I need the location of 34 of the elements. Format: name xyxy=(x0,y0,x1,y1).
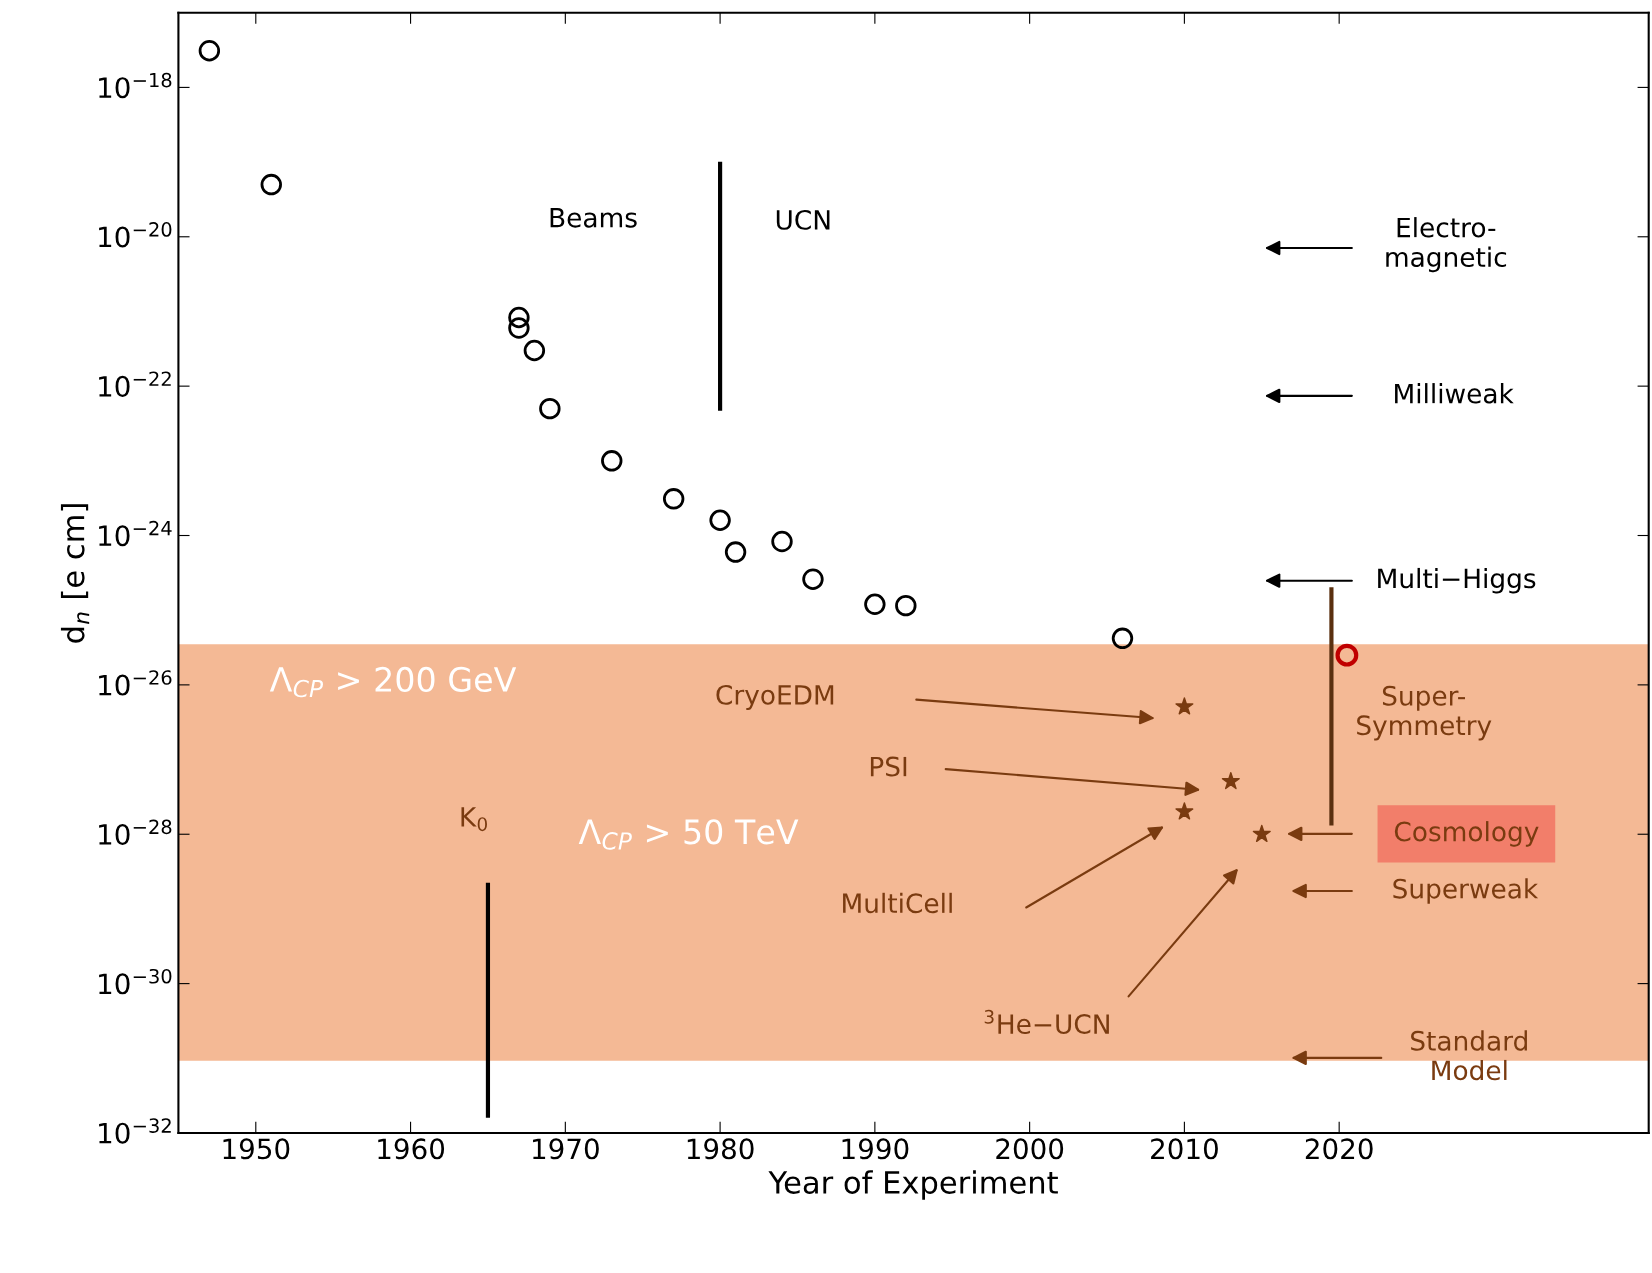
annotation: Λ$_{CP}$ > 50 TeV xyxy=(578,819,799,850)
x-tick-label: 1970 xyxy=(533,1138,599,1160)
annotation: Electro- magnetic xyxy=(1386,217,1507,273)
annotation: Cosmology xyxy=(1394,821,1539,847)
x-tick-label: 1980 xyxy=(687,1138,754,1160)
x-tick-label: 1960 xyxy=(378,1138,445,1160)
y-tick-label: 10$^{−22}$ xyxy=(99,371,171,397)
x-tick-label: 2020 xyxy=(1305,1138,1373,1160)
annotation: Standard Model xyxy=(1411,1030,1527,1081)
y-axis-title: d$_{n}$ [e cm] xyxy=(60,504,90,643)
annotation: Superweak xyxy=(1393,878,1539,904)
annotation: K$_{0}$ xyxy=(461,807,487,832)
y-tick-label: 10$^{−30}$ xyxy=(99,968,172,995)
annotation: MultiCell xyxy=(843,892,952,914)
x-tick-label: 2010 xyxy=(1151,1138,1218,1160)
annotation: Multi−Higgs xyxy=(1378,567,1536,594)
annotation: UCN xyxy=(776,209,830,230)
x-tick-label: 1950 xyxy=(223,1138,290,1160)
annotation: Milliweak xyxy=(1395,383,1514,404)
y-tick-label: 10$^{−20}$ xyxy=(99,222,172,248)
y-tick-label: 10$^{−32}$ xyxy=(99,1118,171,1144)
y-tick-label: 10$^{−26}$ xyxy=(99,670,172,696)
y-tick-label: 10$^{−28}$ xyxy=(99,819,172,845)
x-axis-title: Year of Experiment xyxy=(768,1170,1058,1200)
annotation: Beams xyxy=(550,208,637,228)
x-tick-label: 1990 xyxy=(842,1138,909,1160)
annotation: Super- Symmetry xyxy=(1357,685,1492,741)
annotation: PSI xyxy=(870,756,907,777)
y-tick-label: 10$^{−18}$ xyxy=(99,72,172,99)
annotation: CryoEDM xyxy=(716,684,834,710)
annotation: $^{3}$He−UCN xyxy=(984,1009,1109,1034)
x-tick-label: 2000 xyxy=(996,1138,1064,1160)
y-tick-label: 10$^{−24}$ xyxy=(99,520,172,547)
annotation: Λ$_{CP}$ > 200 GeV xyxy=(269,666,517,698)
